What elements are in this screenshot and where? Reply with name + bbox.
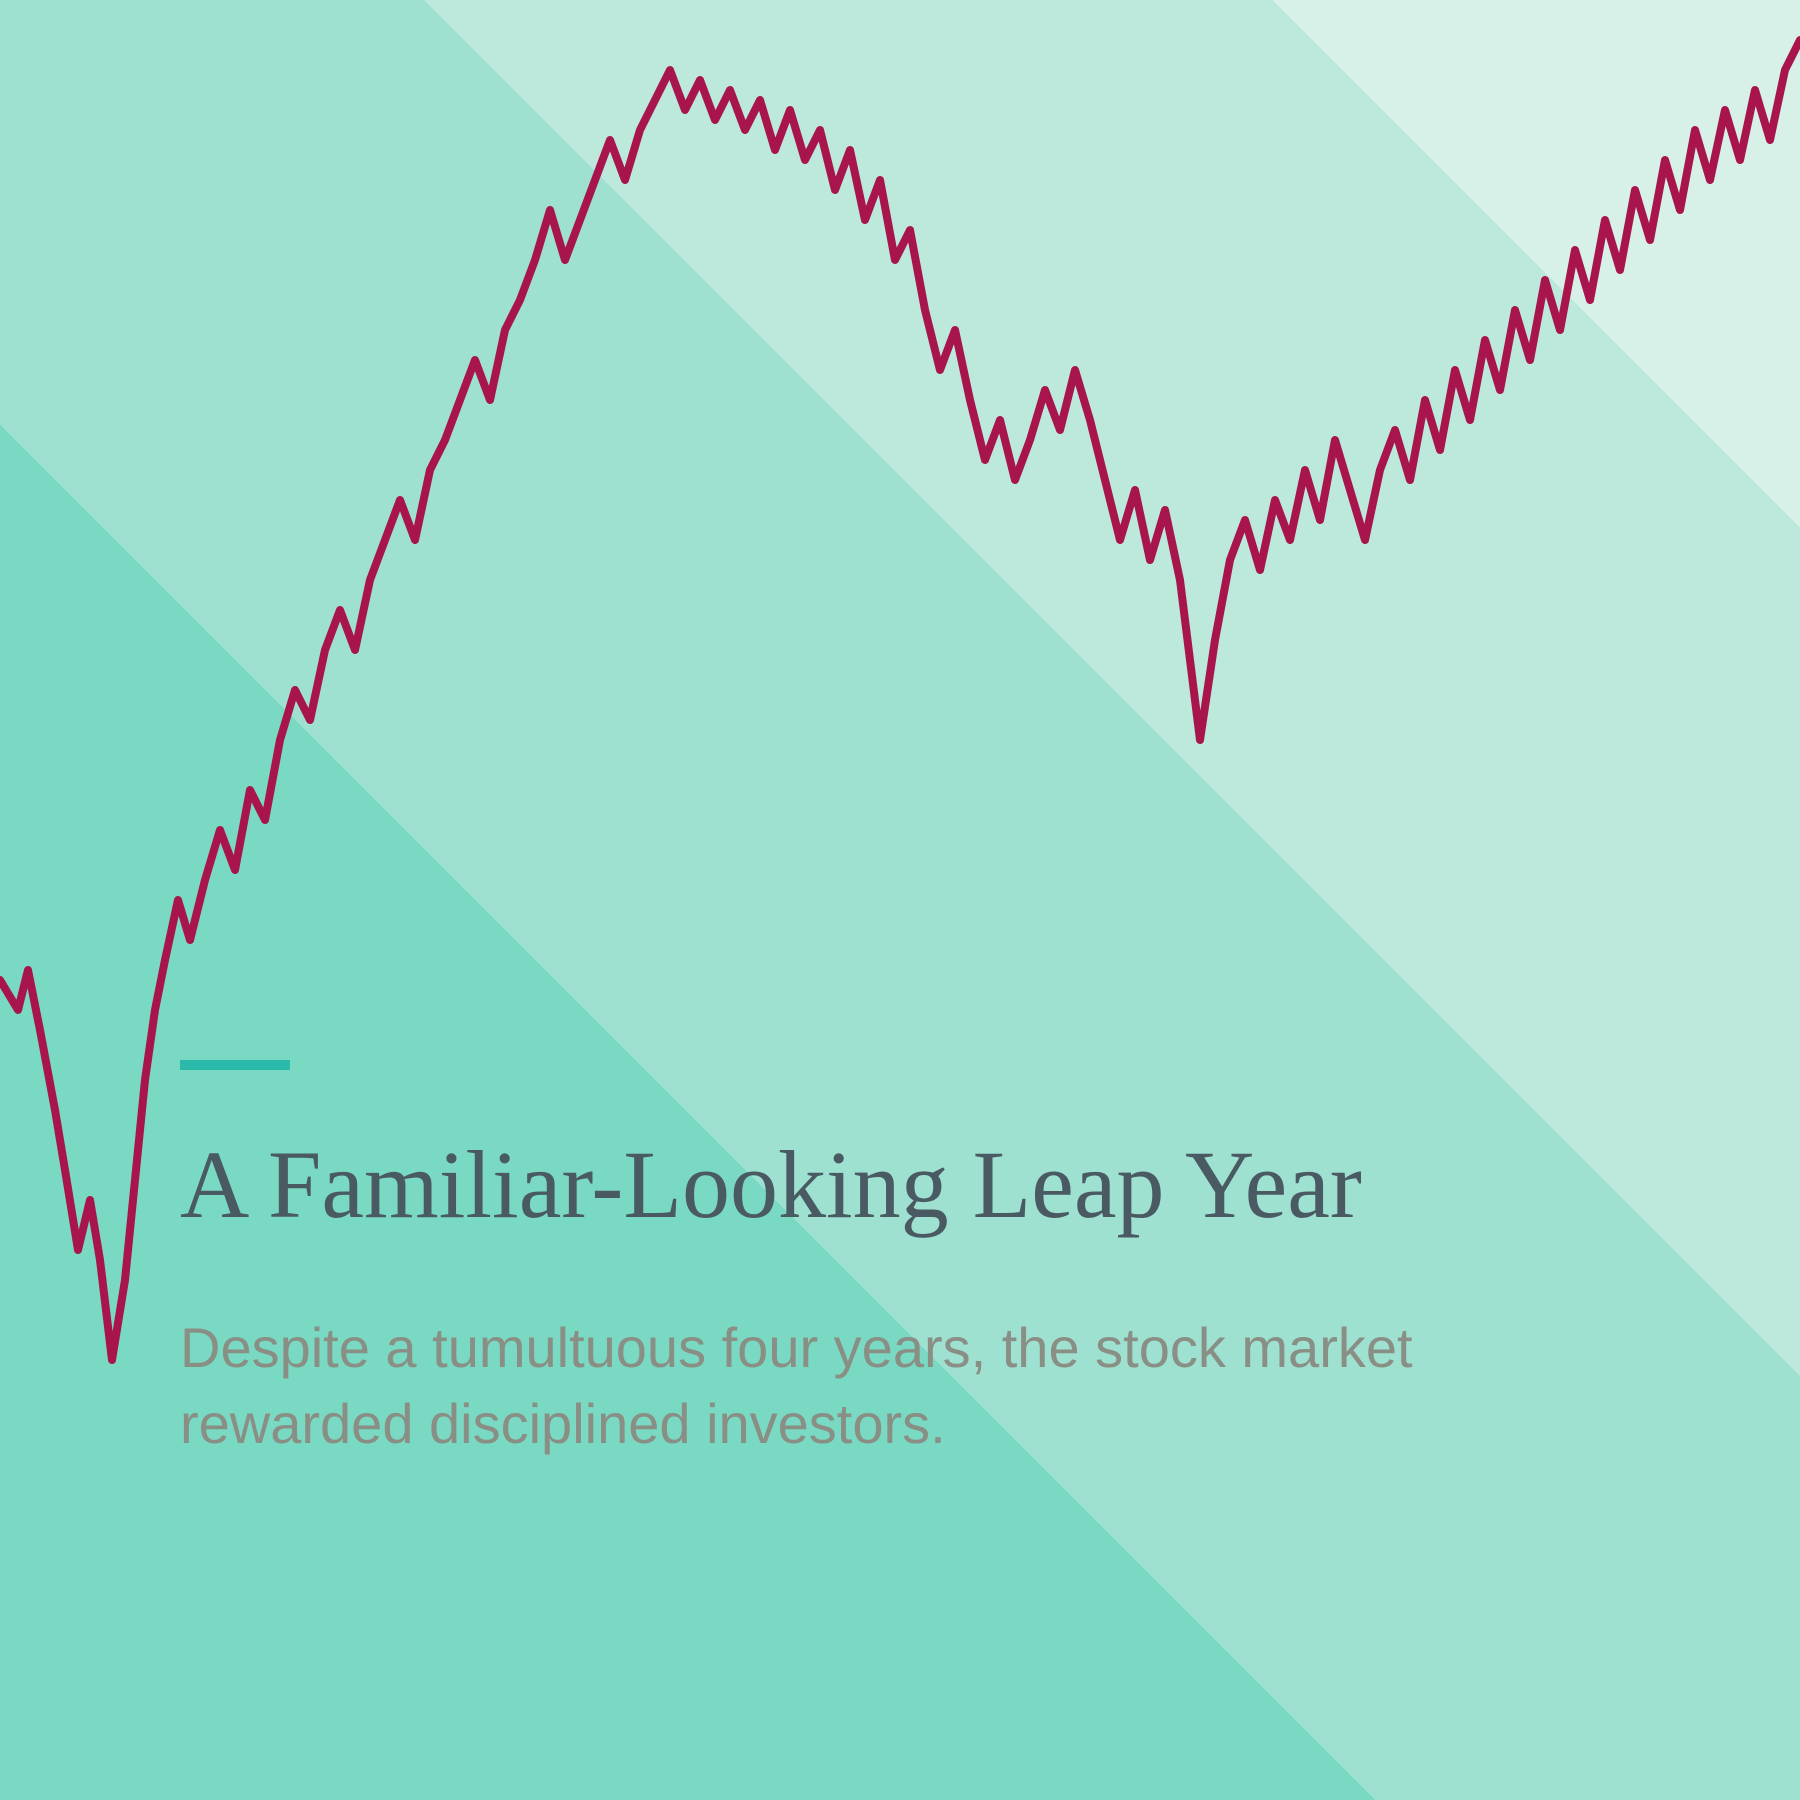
infographic-canvas: A Familiar-Looking Leap Year Despite a t…: [0, 0, 1800, 1800]
accent-bar: [180, 1060, 290, 1070]
headline-block: A Familiar-Looking Leap Year Despite a t…: [180, 1060, 1580, 1462]
headline-title: A Familiar-Looking Leap Year: [180, 1130, 1580, 1240]
headline-subtitle: Despite a tumultuous four years, the sto…: [180, 1310, 1580, 1461]
